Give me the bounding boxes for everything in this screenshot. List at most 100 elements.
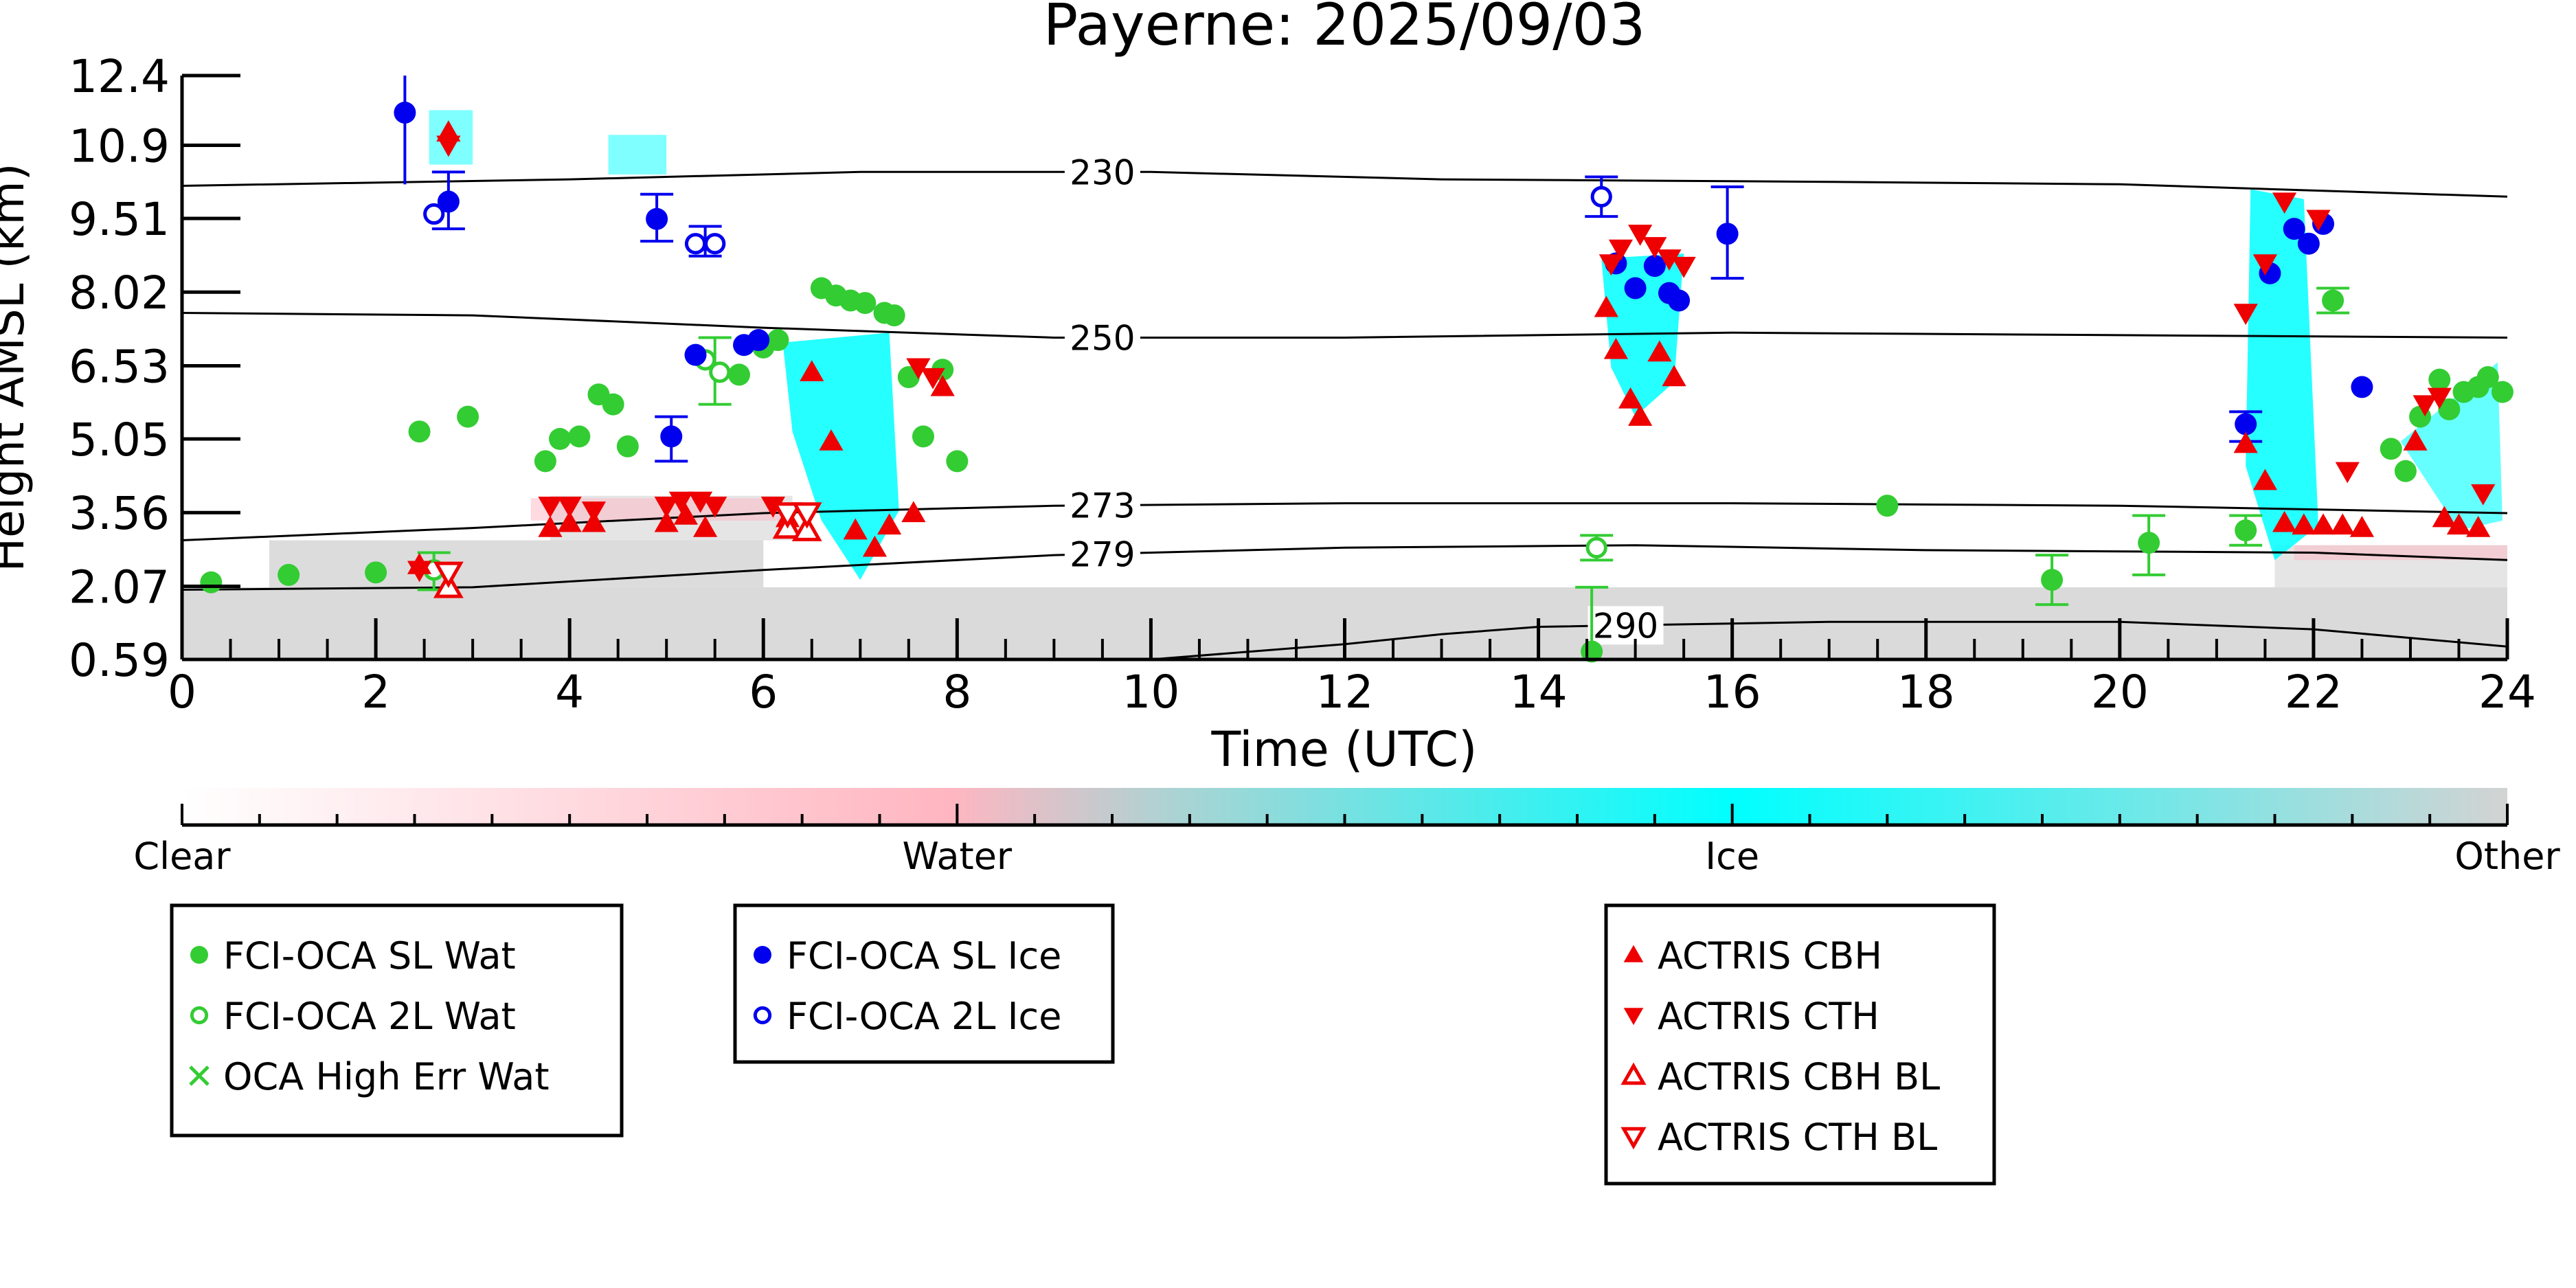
legend-label: FCI-OCA SL Wat	[223, 934, 516, 978]
marker-fci-oca-sl-wat	[602, 393, 624, 416]
marker-fci-oca-sl-wat	[200, 571, 223, 594]
marker-actris-cbh	[2330, 513, 2355, 535]
legend-marker	[190, 1006, 209, 1025]
x-tick-label: 24	[2478, 666, 2536, 719]
marker-fci-oca-sl-wat	[854, 292, 877, 315]
x-tick-label: 18	[1897, 666, 1955, 719]
marker-actris-cbh	[877, 513, 902, 535]
marker-fci-oca-sl-wat	[568, 425, 591, 448]
marker-fci-oca-sl-wat	[365, 561, 387, 584]
marker-actris-cth	[906, 358, 931, 380]
x-axis-label: Time (UTC)	[1211, 721, 1478, 778]
marker-actris-cbh	[2311, 513, 2336, 535]
isotherm-label: 279	[1070, 534, 1135, 574]
marker-fci-oca-sl-wat	[2041, 569, 2064, 591]
marker-actris-cbh	[1647, 340, 1672, 362]
marker-actris-cth	[2471, 484, 2496, 506]
marker-actris-cbh	[800, 360, 824, 382]
marker-fci-oca-sl-wat	[616, 435, 639, 457]
marker-fci-oca-sl-wat	[1876, 495, 1899, 517]
marker-actris-cbh	[2272, 510, 2297, 532]
marker-fci-oca-2l-ice	[1590, 185, 1612, 207]
x-tick-label: 2	[361, 666, 390, 719]
marker-actris-cth	[2252, 254, 2277, 276]
marker-actris-cbh	[538, 515, 563, 537]
isotherm-label-bg	[1064, 152, 1140, 192]
marker-fci-oca-sl-ice	[684, 343, 707, 366]
isotherm-line	[181, 312, 2508, 339]
data-markers	[200, 101, 2513, 663]
marker-actris-cbh	[1603, 337, 1629, 359]
marker-fci-oca-sl-wat	[2394, 460, 2417, 482]
legend-box	[170, 903, 624, 1138]
isotherm-line	[181, 502, 2508, 541]
marker-fci-oca-sl-wat	[278, 563, 300, 586]
marker-actris-cbh	[693, 515, 718, 537]
water-cloud	[2294, 545, 2507, 561]
marker-fci-oca-sl-wat	[2438, 398, 2461, 420]
marker-fci-oca-sl-ice	[747, 329, 770, 352]
x-tick-label: 22	[2285, 666, 2342, 719]
legend-label: ACTRIS CTH BL	[1658, 1116, 1937, 1159]
isotherm-label-bg	[1064, 534, 1140, 574]
marker-actris-cth	[557, 496, 582, 518]
marker-actris-cbh	[862, 535, 888, 557]
y-tick-label: 9.51	[69, 193, 170, 246]
marker-actris-cth	[1628, 225, 1653, 246]
marker-actris-cth-bl	[433, 561, 464, 588]
colorbar-axis: Clear Water Ice Other	[133, 804, 2560, 878]
marker-fci-oca-sl-ice	[660, 425, 683, 448]
legend-label: ACTRIS CTH	[1658, 995, 1879, 1038]
marker-fci-oca-sl-ice	[2235, 413, 2257, 436]
marker-actris-cth	[654, 496, 679, 518]
marker-fci-oca-sl-wat	[2428, 368, 2451, 391]
marker-actris-cbh	[1594, 295, 1618, 317]
marker-fci-oca-sl-wat	[727, 363, 750, 386]
marker-actris-cth	[581, 501, 607, 523]
marker-actris-cth	[1598, 254, 1623, 276]
legend-marker	[1620, 1062, 1647, 1085]
marker-actris-cbh	[673, 503, 699, 525]
marker-actris-cth	[538, 496, 563, 518]
marker-actris-cbh	[1618, 387, 1643, 409]
marker-actris-cbh	[2292, 513, 2316, 535]
legend: FCI-OCA SL Wat FCI-OCA 2L Wat OCA High Err…	[170, 903, 1996, 1186]
marker-actris-cth	[703, 496, 727, 518]
isotherm-label: 250	[1070, 318, 1135, 358]
colorbar-label: Clear	[133, 835, 231, 878]
marker-actris-cbh	[1662, 365, 1686, 387]
marker-actris-cbh	[2446, 513, 2472, 535]
marker-fci-oca-sl-wat	[408, 420, 431, 443]
marker-fci-oca-sl-wat	[767, 329, 789, 352]
marker-actris-cth	[407, 561, 432, 583]
marker-fci-oca-sl-ice	[2351, 376, 2373, 398]
marker-actris-cbh	[2233, 431, 2258, 453]
marker-fci-oca-sl-ice	[1668, 289, 1691, 312]
marker-actris-cbh	[843, 518, 868, 540]
marker-fci-oca-sl-ice	[1624, 277, 1647, 300]
marker-fci-oca-sl-wat	[2476, 366, 2499, 389]
legend-marker	[1620, 1127, 1647, 1150]
marker-fci-oca-sl-wat	[2322, 289, 2345, 312]
y-tick-label: 12.4	[69, 50, 170, 103]
legend-marker	[754, 946, 771, 964]
marker-actris-cbh	[2252, 468, 2277, 490]
isotherm-lines: 230 250 273 279 290	[181, 152, 2508, 661]
marker-actris-cth-bl	[772, 502, 803, 529]
marker-actris-cth	[2272, 192, 2297, 214]
colorbar-label: Ice	[1705, 835, 1759, 878]
y-tick-label: 8.02	[69, 267, 170, 319]
marker-actris-cth	[2335, 462, 2360, 484]
marker-fci-oca-sl-wat	[946, 450, 969, 473]
x-tick-label: 14	[1510, 666, 1568, 719]
legend-label: ACTRIS CBH BL	[1658, 1055, 1940, 1098]
marker-actris-cbh	[930, 374, 955, 396]
y-tick-label: 0.59	[69, 634, 170, 687]
colorbar-label: Water	[903, 835, 1013, 878]
y-tick-label: 10.9	[69, 120, 170, 172]
cloud-low-band	[269, 540, 764, 587]
marker-fci-oca-sl-ice	[394, 101, 416, 124]
marker-actris-cbh	[1628, 405, 1653, 426]
isotherm-line	[181, 170, 2508, 198]
